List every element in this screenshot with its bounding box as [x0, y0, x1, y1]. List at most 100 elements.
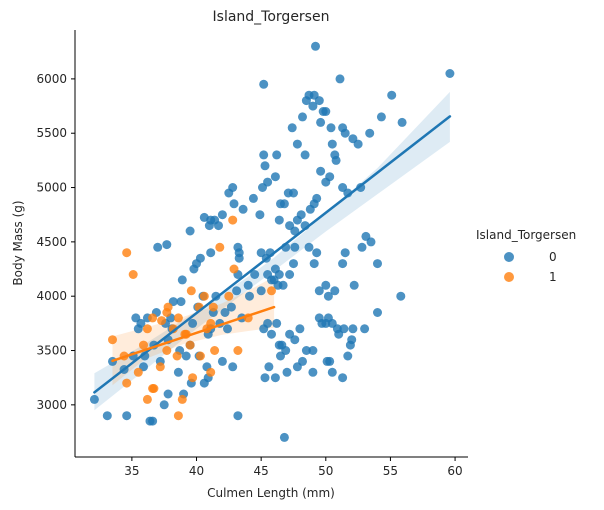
data-point-0: [308, 346, 318, 355]
y-tick-label: 5000: [36, 181, 67, 195]
data-point-0: [335, 74, 345, 84]
data-point-0: [397, 117, 407, 127]
data-point-0: [373, 308, 382, 317]
data-point-0: [304, 242, 314, 252]
data-point-0: [308, 101, 318, 111]
data-point-0: [376, 112, 386, 122]
x-ticks: 35 40 45 50 55 60: [124, 457, 463, 478]
data-point-0: [229, 199, 239, 209]
data-point-0: [290, 242, 300, 252]
data-point-1: [108, 335, 117, 345]
data-point-1: [206, 318, 216, 328]
y-ticks: 3000 3500 4000 4500 5000 5500 6000: [36, 72, 75, 412]
data-point-0: [226, 302, 236, 312]
data-point-0: [228, 183, 238, 192]
data-point-0: [214, 221, 223, 231]
legend: Island_Torgersen 0 1: [476, 228, 576, 284]
data-point-1: [228, 215, 238, 225]
data-point-0: [295, 324, 305, 334]
data-point-0: [228, 362, 238, 372]
data-point-0: [195, 253, 205, 263]
data-point-0: [153, 242, 163, 252]
data-point-0: [343, 351, 353, 361]
data-point-0: [298, 112, 307, 122]
data-point-0: [347, 335, 357, 345]
data-point-0: [89, 394, 99, 404]
data-point-1: [128, 270, 138, 279]
data-point-0: [312, 248, 322, 258]
data-point-0: [325, 356, 335, 366]
data-point-0: [365, 128, 375, 138]
x-tick-label: 40: [189, 464, 204, 478]
data-point-0: [245, 291, 254, 301]
axes: [74, 30, 468, 458]
data-point-0: [366, 237, 376, 247]
legend-label-0: 0: [549, 250, 557, 264]
data-point-0: [267, 275, 276, 285]
data-point-0: [321, 107, 331, 116]
y-axis-label: Body Mass (g): [11, 200, 25, 285]
data-point-0: [325, 172, 335, 182]
y-tick-label: 4500: [36, 235, 67, 249]
data-point-0: [188, 318, 198, 328]
data-point-1: [177, 394, 187, 404]
data-point-1: [199, 291, 209, 301]
data-point-0: [327, 139, 337, 149]
data-point-0: [387, 90, 397, 100]
x-tick-label: 35: [124, 464, 139, 478]
data-point-0: [136, 318, 146, 328]
data-point-0: [181, 351, 191, 361]
data-point-1: [139, 340, 148, 350]
data-point-0: [331, 155, 341, 165]
data-point-0: [273, 280, 283, 290]
data-point-0: [373, 259, 382, 269]
data-point-0: [311, 41, 320, 51]
data-point-0: [308, 367, 318, 377]
y-tick-label: 3500: [36, 344, 67, 358]
data-point-1: [267, 286, 276, 296]
data-point-0: [276, 351, 285, 361]
data-point-0: [287, 123, 297, 133]
data-point-0: [102, 411, 112, 421]
data-point-0: [220, 308, 230, 317]
data-point-0: [292, 139, 302, 149]
data-point-0: [274, 215, 284, 225]
data-point-0: [300, 150, 310, 160]
data-point-0: [162, 240, 172, 250]
data-point-1: [122, 248, 132, 258]
data-point-0: [279, 432, 289, 442]
data-point-0: [296, 210, 306, 220]
data-point-0: [276, 199, 285, 209]
data-point-1: [162, 346, 172, 355]
legend-title: Island_Torgersen: [476, 228, 576, 242]
x-tick-label: 60: [447, 464, 462, 478]
data-point-0: [348, 324, 358, 334]
data-point-0: [340, 128, 350, 138]
data-point-1: [224, 291, 234, 301]
y-tick-label: 6000: [36, 72, 67, 86]
data-point-1: [210, 346, 220, 355]
data-point-0: [330, 286, 340, 296]
data-point-0: [396, 291, 406, 301]
legend-marker-1: [504, 272, 514, 282]
data-point-0: [267, 329, 276, 339]
data-point-0: [338, 373, 348, 383]
data-point-0: [159, 400, 169, 410]
data-point-0: [250, 270, 260, 279]
data-point-1: [142, 324, 152, 334]
data-point-0: [238, 204, 248, 214]
data-point-0: [360, 324, 370, 334]
data-point-0: [122, 411, 132, 421]
data-point-0: [290, 226, 300, 236]
data-point-0: [206, 248, 216, 258]
data-point-1: [186, 286, 196, 296]
data-point-1: [172, 351, 182, 361]
data-point-1: [168, 324, 178, 334]
data-point-0: [357, 242, 367, 252]
data-point-0: [176, 297, 186, 307]
data-point-0: [327, 367, 337, 377]
data-point-1: [188, 373, 198, 383]
data-point-0: [270, 172, 280, 182]
data-point-0: [339, 324, 349, 334]
